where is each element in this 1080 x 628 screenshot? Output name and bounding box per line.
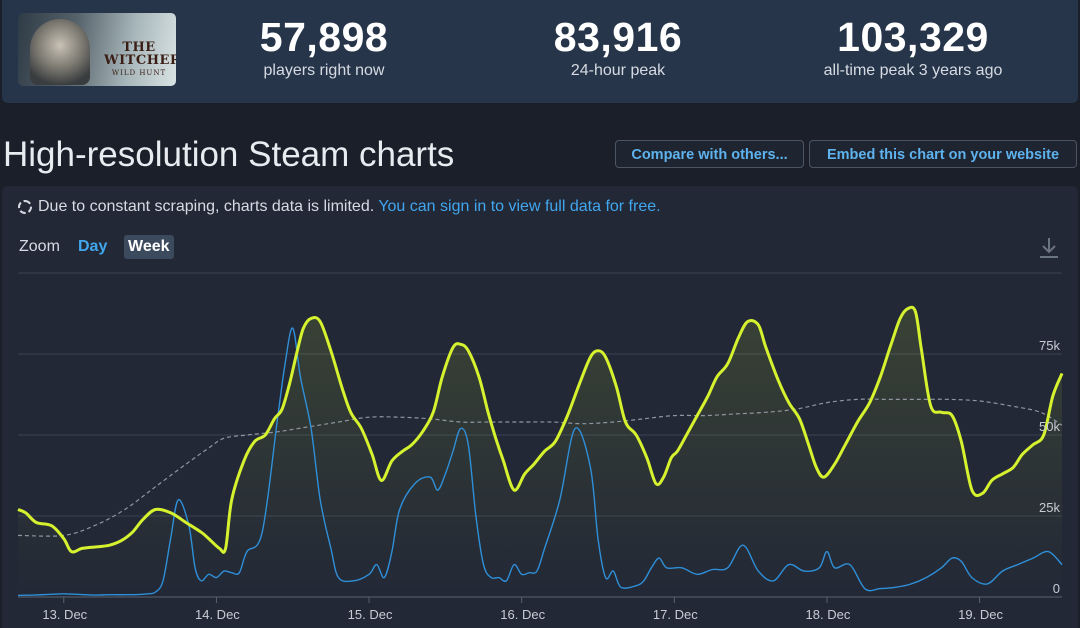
stat-24h-peak: 83,916 24-hour peak <box>498 14 738 82</box>
peak-24h-label: 24-hour peak <box>570 62 666 79</box>
dashed-circle-icon <box>18 200 32 214</box>
stat-players-now: 57,898 players right now <box>204 14 444 82</box>
stat-all-time-peak: 103,329 all-time peak 3 years ago <box>793 14 1033 82</box>
players-series-line <box>17 305 1064 554</box>
players-now-value: 57,898 <box>259 14 389 60</box>
y-tick-label: 50k <box>1039 419 1060 434</box>
secondary-series-line <box>17 327 1063 597</box>
zoom-label: Zoom <box>19 238 60 255</box>
x-tick-label: 15. Dec <box>348 607 393 622</box>
stats-panel <box>2 0 1078 103</box>
players-now-label: players right now <box>263 62 385 79</box>
game-cover-image[interactable]: THE WITCHER WILD HUNT <box>18 13 176 86</box>
y-tick-label: 0 <box>1053 581 1060 596</box>
page-title: High-resolution Steam charts <box>3 135 455 174</box>
x-tick-label: 13. Dec <box>42 607 87 622</box>
players-area-fill <box>18 307 1062 597</box>
all-time-peak-value: 103,329 <box>837 14 989 60</box>
sign-in-link[interactable]: You can sign in to view full data for fr… <box>378 198 661 215</box>
y-tick-label: 75k <box>1039 338 1060 353</box>
data-limited-notice: Due to constant scraping, charts data is… <box>18 196 661 218</box>
average-series-line <box>17 398 1063 537</box>
zoom-week-button[interactable]: Week <box>124 235 174 259</box>
y-tick-label: 25k <box>1039 500 1060 515</box>
x-tick-label: 19. Dec <box>958 607 1003 622</box>
character-portrait <box>30 19 90 85</box>
zoom-day-button[interactable]: Day <box>78 238 108 255</box>
download-icon[interactable] <box>1038 236 1060 260</box>
x-tick-label: 17. Dec <box>653 607 698 622</box>
peak-24h-value: 83,916 <box>553 14 683 60</box>
x-tick-label: 16. Dec <box>500 607 545 622</box>
notice-text: Due to constant scraping, charts data is… <box>38 198 375 215</box>
embed-chart-button[interactable]: Embed this chart on your website <box>809 140 1077 168</box>
compare-button[interactable]: Compare with others... <box>615 140 804 168</box>
all-time-peak-label: all-time peak 3 years ago <box>823 62 1003 79</box>
x-tick-label: 14. Dec <box>195 607 240 622</box>
game-logo: THE WITCHER WILD HUNT <box>104 40 176 77</box>
player-count-chart[interactable]: 0 25k 50k 75k 13. Dec 14. Dec 15. Dec 16. Dec 17… <box>0 262 1080 628</box>
x-tick-label: 18. Dec <box>806 607 851 622</box>
